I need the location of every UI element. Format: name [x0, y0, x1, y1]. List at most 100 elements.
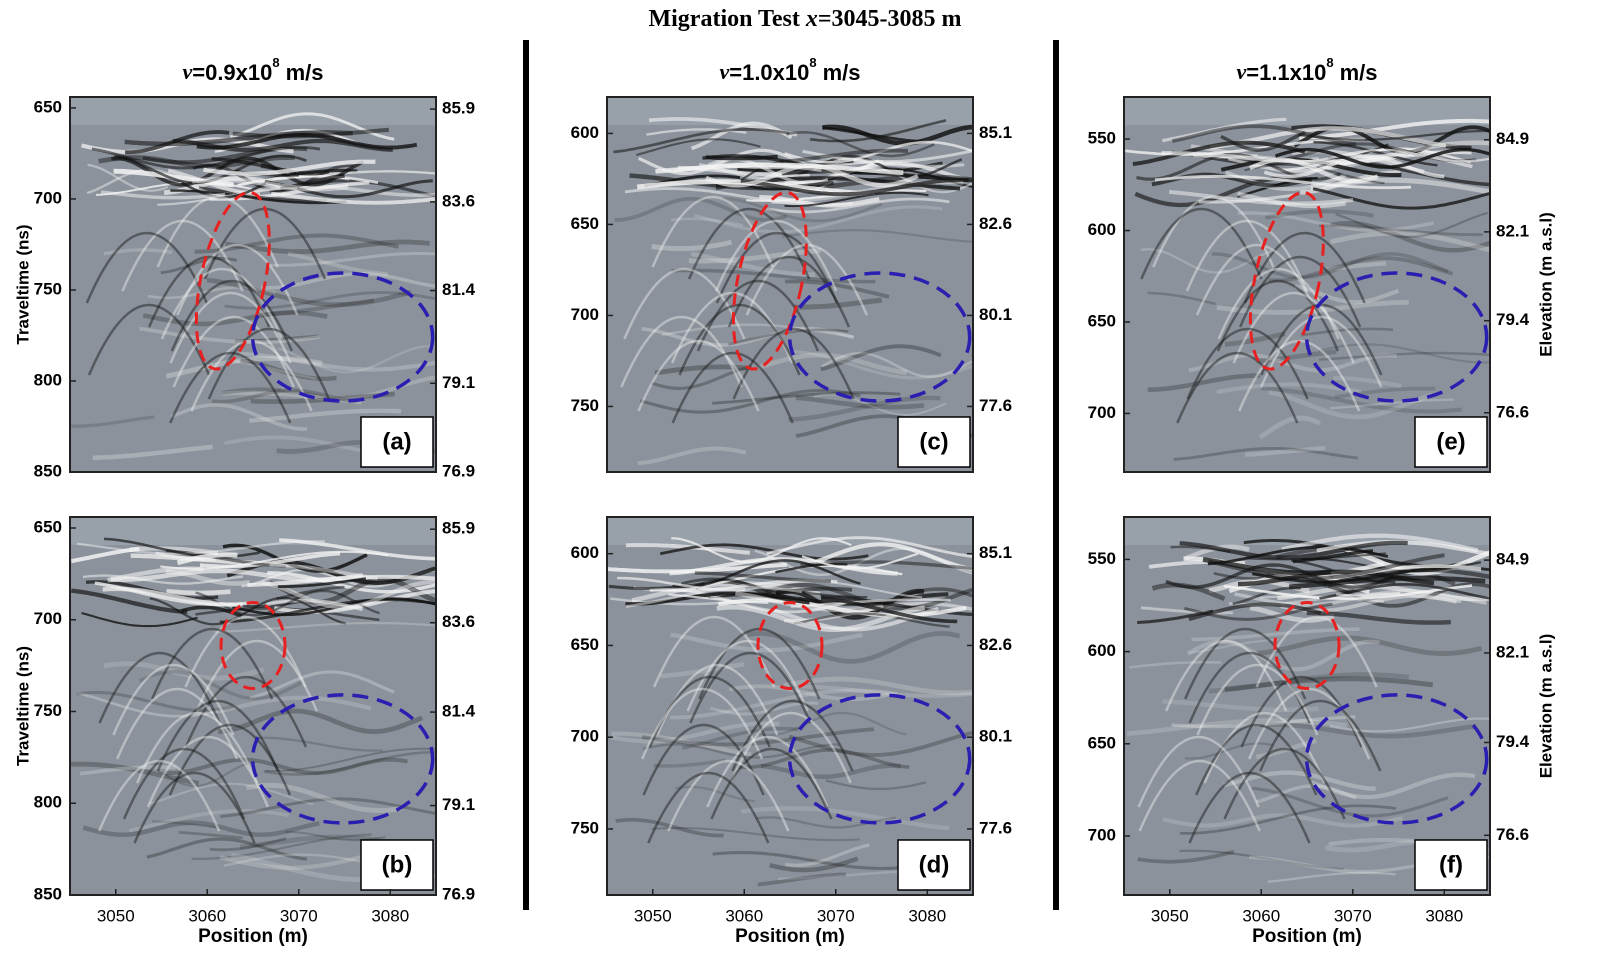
y2-axis-label: Elevation (m a.s.l) — [1536, 634, 1555, 779]
reflector — [1289, 575, 1486, 590]
y2-tick-label: 82.6 — [979, 214, 1012, 233]
reflector — [617, 576, 746, 592]
reflector — [209, 837, 287, 852]
diffraction — [623, 267, 746, 340]
reflector — [651, 365, 752, 390]
reflector — [717, 598, 967, 618]
reflector — [1281, 533, 1479, 553]
blue-outline — [787, 271, 972, 403]
reflector — [709, 701, 819, 716]
reflector — [77, 691, 218, 718]
reflector — [191, 833, 372, 860]
heading-unit: m/s — [286, 60, 324, 85]
reflector — [82, 574, 244, 585]
reflector — [221, 387, 339, 404]
reflector — [170, 402, 307, 431]
reflector — [1129, 660, 1222, 669]
reflector — [91, 145, 321, 170]
reflector — [1330, 221, 1490, 253]
x-tick-label: 3070 — [817, 906, 855, 925]
y-tick-label: 650 — [34, 97, 62, 116]
reflector — [1329, 717, 1490, 733]
reflector — [1137, 849, 1235, 864]
x-tick-label: 3050 — [97, 906, 135, 925]
reflector — [690, 251, 816, 277]
reflector — [1165, 563, 1395, 589]
diffraction — [1188, 771, 1311, 844]
diffraction — [170, 279, 294, 352]
reflector — [1268, 256, 1454, 283]
reflector — [148, 782, 314, 806]
reflector — [160, 257, 238, 274]
reflector — [163, 757, 408, 775]
diffraction — [1238, 339, 1361, 412]
reflector — [103, 248, 173, 256]
diffraction — [121, 219, 244, 292]
y2-tick-label: 83.6 — [442, 612, 475, 631]
reflector — [227, 358, 317, 380]
reflector — [1318, 351, 1490, 361]
reflector — [821, 596, 958, 624]
y2-tick-label: 82.1 — [1496, 221, 1529, 240]
y2-tick-label: 85.9 — [442, 99, 475, 118]
reflector — [1126, 718, 1348, 736]
reflector — [129, 546, 219, 556]
reflector — [1268, 389, 1434, 420]
diffraction — [207, 327, 331, 400]
reflector — [735, 590, 884, 613]
heading-symbol: v — [719, 59, 729, 84]
reflector — [1223, 584, 1473, 600]
diffraction — [195, 639, 318, 712]
diffraction — [1259, 699, 1382, 772]
reflector — [1260, 722, 1477, 739]
diffraction — [1152, 195, 1275, 268]
reflector — [1237, 191, 1347, 209]
y-tick-label: 700 — [1088, 825, 1116, 844]
panel-label: (b) — [382, 851, 413, 878]
diffraction — [1203, 711, 1326, 784]
reflector — [728, 684, 894, 702]
reflector — [76, 690, 234, 712]
reflector — [740, 177, 969, 197]
diffraction — [653, 615, 776, 688]
diffraction — [146, 735, 270, 808]
reflector — [781, 229, 973, 243]
reflector — [1329, 398, 1454, 410]
reflector — [79, 765, 176, 776]
x-tick-label: 3070 — [1334, 906, 1372, 925]
label-box — [1414, 839, 1488, 891]
diffraction — [168, 723, 292, 796]
reflector — [1147, 373, 1260, 392]
reflector — [1274, 147, 1490, 169]
y-tick-label: 550 — [1088, 129, 1116, 148]
reflector — [234, 334, 320, 343]
diffraction — [1260, 315, 1383, 388]
y2-tick-label: 79.1 — [442, 373, 475, 392]
diffraction — [176, 243, 299, 316]
reflector — [641, 326, 855, 347]
y-tick-label: 600 — [1088, 220, 1116, 239]
diffraction — [1186, 327, 1309, 400]
panel-frame — [1123, 96, 1491, 473]
reflector — [1318, 343, 1490, 364]
y-tick-label: 850 — [34, 461, 62, 480]
panel-label: (e) — [1436, 428, 1465, 455]
reflector — [254, 736, 383, 752]
reflector — [1310, 177, 1490, 195]
reflector — [681, 577, 806, 603]
reflector — [240, 358, 337, 382]
diffraction — [1240, 675, 1363, 748]
reflector — [1244, 445, 1326, 457]
diffraction — [169, 291, 292, 364]
reflector — [813, 542, 973, 572]
title-suffix: =3045-3085 m — [818, 6, 962, 32]
y-axis-label: Traveltime (ns) — [13, 225, 32, 345]
reflector — [165, 355, 323, 379]
y-tick-label: 550 — [1088, 549, 1116, 568]
reflector — [1161, 151, 1358, 165]
reflector — [206, 277, 412, 307]
reflector — [758, 711, 907, 737]
reflector — [802, 149, 973, 164]
y-tick-label: 600 — [571, 123, 599, 142]
y2-tick-label: 80.1 — [979, 305, 1012, 324]
